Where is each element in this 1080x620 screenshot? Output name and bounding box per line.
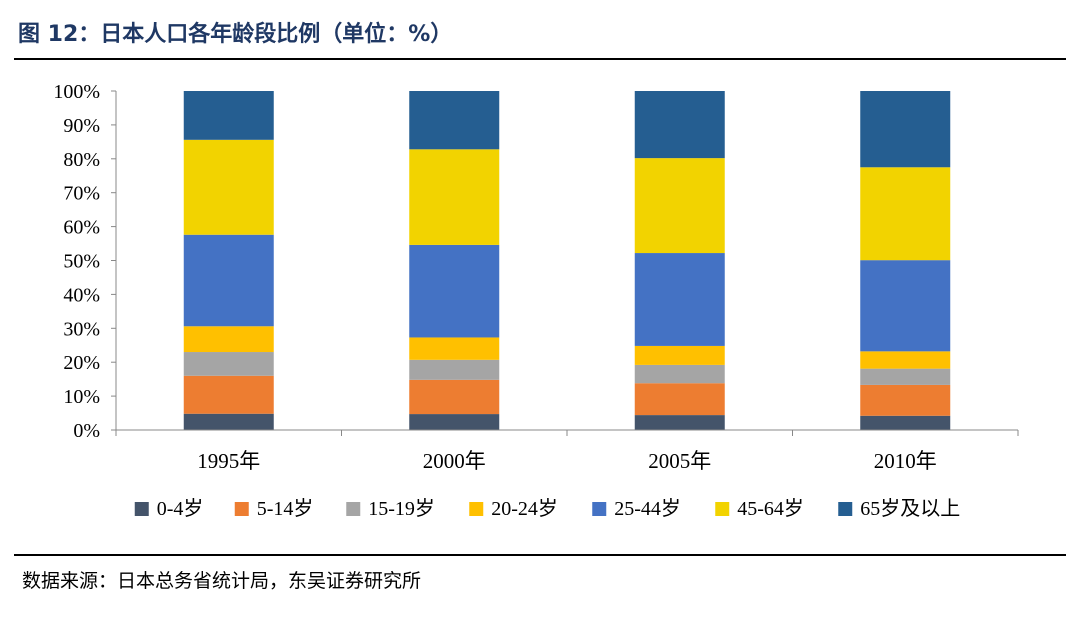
- y-tick-label: 30%: [63, 318, 100, 340]
- bar-segment: [183, 234, 274, 327]
- bar-segment: [409, 414, 500, 430]
- x-category-label: 2005年: [648, 449, 711, 473]
- bar-segment: [409, 379, 500, 415]
- legend-swatch: [234, 502, 249, 516]
- bar-segment: [860, 351, 951, 369]
- legend-label: 5-14岁: [257, 497, 314, 520]
- legend-swatch: [592, 502, 607, 516]
- bar-segment: [183, 91, 274, 140]
- legend-label: 15-19岁: [368, 497, 435, 520]
- bar-segment: [860, 260, 951, 352]
- bar-segment: [634, 415, 725, 430]
- bar-segment: [634, 345, 725, 365]
- y-tick-label: 0%: [73, 420, 100, 442]
- chart-title: 图 12：日本人口各年龄段比例（单位：%）: [18, 22, 453, 47]
- bar-segment: [634, 91, 725, 159]
- y-tick-label: 80%: [63, 149, 100, 171]
- x-category-label: 2010年: [874, 449, 937, 473]
- legend-label: 65岁及以上: [860, 497, 960, 520]
- stacked-bar-chart: 0% 10% 20% 30% 40% 50% 60% 70% 80% 90% 100% 1995年 2…: [53, 81, 1019, 520]
- legend: 0-4岁 5-14岁 15-19岁 20-24岁 25-44岁 45-64岁 65岁及以上: [134, 497, 960, 520]
- legend-label: 25-44岁: [614, 497, 681, 520]
- bar-segment: [183, 139, 274, 235]
- source-note: 数据来源：日本总务省统计局，东吴证券研究所: [22, 570, 422, 592]
- bar-segment: [183, 326, 274, 353]
- x-category-label: 1995年: [197, 449, 260, 473]
- bar-segment: [409, 359, 500, 380]
- bar-segment: [409, 149, 500, 245]
- y-tick-label: 50%: [63, 251, 100, 273]
- bar-segment: [183, 375, 274, 414]
- bar-segment: [409, 337, 500, 360]
- bar-segment: [860, 415, 951, 430]
- x-axis: 1995年 2000年 2005年 2010年: [115, 429, 1019, 473]
- legend-label: 0-4岁: [157, 497, 204, 520]
- bar-segment: [634, 364, 725, 384]
- y-tick-label: 20%: [63, 352, 100, 374]
- legend-label: 45-64岁: [737, 497, 804, 520]
- y-tick-label: 40%: [63, 284, 100, 306]
- bar-segment: [860, 91, 951, 168]
- bar-segment: [634, 253, 725, 346]
- bars: [183, 91, 951, 430]
- y-tick-label: 10%: [63, 386, 100, 408]
- y-tick-label: 60%: [63, 217, 100, 239]
- legend-swatch: [134, 502, 149, 516]
- title-divider: [14, 58, 1066, 60]
- source-divider: [14, 554, 1066, 556]
- bar-segment: [634, 383, 725, 416]
- legend-swatch: [469, 502, 484, 516]
- bar-segment: [409, 244, 500, 338]
- y-tick-label: 100%: [53, 81, 100, 103]
- legend-swatch: [346, 502, 361, 516]
- bar-segment: [409, 91, 500, 150]
- bar-segment: [183, 413, 274, 430]
- bar-segment: [860, 167, 951, 261]
- legend-swatch: [715, 502, 730, 516]
- bar-segment: [634, 158, 725, 254]
- y-tick-label: 90%: [63, 115, 100, 137]
- bar-segment: [183, 352, 274, 376]
- legend-label: 20-24岁: [491, 497, 558, 520]
- legend-swatch: [838, 502, 853, 516]
- bar-segment: [860, 368, 951, 385]
- y-tick-label: 70%: [63, 183, 100, 205]
- x-category-label: 2000年: [423, 449, 486, 473]
- bar-segment: [860, 384, 951, 416]
- y-axis: 0% 10% 20% 30% 40% 50% 60% 70% 80% 90% 100%: [53, 81, 117, 442]
